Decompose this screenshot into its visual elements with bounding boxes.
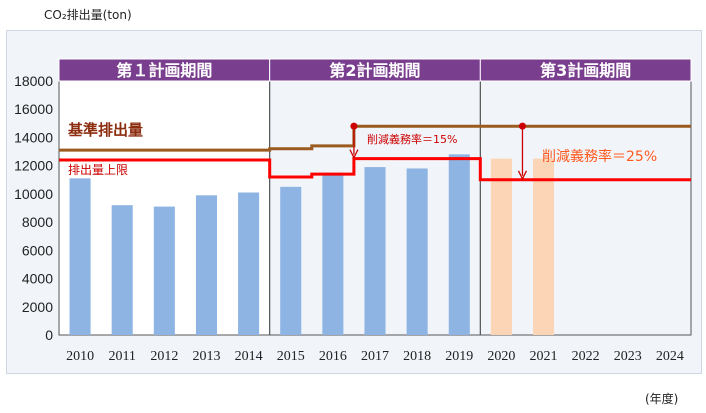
y-tick-label: 0	[45, 327, 53, 343]
y-tick-label: 10000	[14, 186, 53, 202]
arrow-origin-dot	[350, 122, 358, 130]
period-header-label: 第3計画期間	[540, 61, 631, 80]
actual-emission-bar	[448, 154, 470, 335]
y-tick-label: 6000	[22, 242, 53, 258]
x-tick-label: 2021	[530, 349, 558, 364]
y-tick-label: 14000	[14, 129, 53, 145]
emission-cap-line	[59, 157, 691, 182]
x-tick-label: 2024	[656, 349, 684, 364]
x-tick-label: 2011	[108, 349, 135, 364]
x-tick-label: 2013	[192, 349, 220, 364]
x-tick-label: 2010	[66, 349, 94, 364]
actual-emission-bar	[153, 206, 175, 335]
actual-emission-bar	[280, 186, 302, 335]
x-tick-label: 2018	[403, 349, 431, 364]
x-tick-label: 2012	[150, 349, 178, 364]
reduction-arrowhead	[349, 149, 359, 160]
y-axis-unit-label: CO₂排出量(ton)	[44, 8, 132, 22]
actual-emission-bar	[195, 195, 217, 335]
actual-emission-bar	[322, 172, 344, 335]
actual-emission-bar	[238, 192, 260, 335]
projected-emission-bar	[490, 158, 512, 335]
baseline-label: 基準排出量	[67, 121, 143, 139]
chart-area: 第１計画期間 第2計画期間 第3計画期間 0 2000 4000 6000 8000 1000…	[6, 30, 702, 374]
y-tick-label: 16000	[14, 101, 53, 117]
period-header-label: 第2計画期間	[329, 61, 420, 80]
period-header-label: 第１計画期間	[116, 61, 212, 80]
emissions-chart: 第１計画期間 第2計画期間 第3計画期間 0 2000 4000 6000 8000 1000…	[14, 58, 692, 364]
x-tick-label: 2023	[614, 349, 642, 364]
cap-label: 排出量上限	[68, 163, 128, 177]
x-tick-label: 2016	[319, 349, 347, 364]
reduction-rate-p2-label: 削減義務率＝15%	[367, 132, 457, 146]
y-tick-label: 2000	[22, 299, 53, 315]
x-tick-label: 2014	[235, 349, 263, 364]
actual-emission-bar	[69, 178, 91, 335]
x-tick-label: 2015	[277, 349, 305, 364]
arrow-origin-dot	[518, 122, 526, 130]
y-tick-label: 4000	[22, 271, 53, 287]
x-tick-label: 2019	[445, 349, 473, 364]
projected-emission-bar	[533, 158, 555, 335]
y-tick-label: 12000	[14, 158, 53, 174]
reduction-arrowhead	[517, 170, 528, 181]
x-tick-label: 2022	[572, 349, 600, 364]
y-tick-label: 8000	[22, 214, 53, 230]
actual-emission-bar	[364, 167, 386, 335]
x-tick-label: 2020	[487, 349, 515, 364]
y-tick-label: 18000	[14, 73, 53, 89]
actual-emission-bar	[406, 168, 428, 335]
x-tick-label: 2017	[361, 349, 389, 364]
period-header	[479, 58, 692, 82]
actual-emission-bar	[111, 205, 133, 335]
reduction-rate-p3-label: 削減義務率＝25%	[542, 148, 657, 165]
x-axis-unit-label: (年度)	[645, 392, 679, 406]
